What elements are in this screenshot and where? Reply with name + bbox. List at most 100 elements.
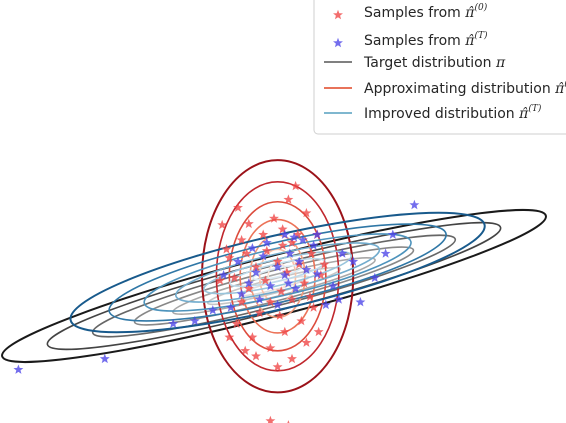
sample-point-piT bbox=[308, 240, 319, 250]
sample-point-pi0 bbox=[269, 213, 279, 223]
sample-point-piT bbox=[254, 294, 265, 304]
sample-points-layer bbox=[13, 180, 420, 423]
sample-point-piT bbox=[355, 297, 366, 307]
sample-point-pi0 bbox=[287, 237, 297, 248]
legend-label: Target distribution π bbox=[363, 55, 506, 71]
sample-point-piT bbox=[258, 251, 269, 261]
sample-point-pi0 bbox=[265, 342, 276, 353]
plot-area bbox=[1, 159, 547, 423]
sample-point-pi0 bbox=[299, 278, 310, 288]
sample-point-piT bbox=[348, 256, 359, 266]
sample-point-pi0 bbox=[282, 267, 292, 277]
sample-point-pi0 bbox=[243, 218, 254, 229]
legend-marker-star-icon bbox=[333, 9, 343, 20]
sample-point-pi0 bbox=[265, 297, 276, 307]
contour-level-5 bbox=[203, 250, 353, 295]
sample-point-pi0 bbox=[287, 353, 297, 364]
sample-point-piT bbox=[261, 237, 272, 248]
sample-point-pi0 bbox=[294, 259, 305, 269]
sample-point-pi0 bbox=[319, 259, 330, 269]
sample-point-pi0 bbox=[283, 194, 294, 204]
legend-item-2: Samples from π̂(T) bbox=[333, 30, 488, 49]
legend-item-5: Improved distribution π̂(T) bbox=[324, 103, 542, 122]
sample-point-pi0 bbox=[306, 248, 317, 258]
sample-point-piT bbox=[236, 288, 247, 299]
sample-point-piT bbox=[380, 248, 391, 258]
legend: Samples from π̂(0) Samples from π̂(T) Targ… bbox=[313, 0, 566, 135]
contour-level-2 bbox=[108, 223, 447, 322]
sample-point-piT bbox=[333, 294, 344, 304]
sample-point-piT bbox=[297, 234, 308, 245]
sample-point-piT bbox=[337, 248, 348, 258]
legend-label: Improved distribution π̂(T) bbox=[364, 103, 542, 122]
sample-point-piT bbox=[312, 229, 323, 239]
legend-label: Samples from π̂(T) bbox=[364, 30, 488, 49]
sample-point-pi0 bbox=[260, 275, 271, 285]
legend-item-1: Samples from π̂(0) bbox=[333, 2, 488, 21]
contour-level-3 bbox=[228, 200, 327, 352]
sample-point-pi0 bbox=[243, 283, 254, 293]
sample-point-pi0 bbox=[241, 248, 252, 258]
sample-point-pi0 bbox=[215, 275, 225, 285]
sample-point-pi0 bbox=[292, 229, 303, 239]
sample-point-pi0 bbox=[217, 219, 228, 230]
sample-point-piT bbox=[189, 315, 200, 326]
sample-point-piT bbox=[284, 248, 295, 258]
sample-point-piT bbox=[233, 256, 243, 266]
sample-point-piT bbox=[225, 302, 236, 312]
legend-label: Approximating distribution π̂(0) bbox=[364, 78, 566, 97]
sample-point-piT bbox=[289, 232, 300, 242]
sample-point-piT bbox=[290, 283, 301, 293]
sample-point-pi0 bbox=[233, 202, 243, 212]
sample-point-piT bbox=[207, 305, 218, 315]
contour-level-6 bbox=[206, 266, 342, 306]
sample-point-pi0 bbox=[265, 415, 276, 423]
sample-point-pi0 bbox=[279, 326, 290, 337]
sample-point-pi0 bbox=[224, 332, 235, 342]
sample-point-pi0 bbox=[247, 332, 258, 342]
sample-point-pi0 bbox=[236, 234, 247, 245]
sample-point-piT bbox=[320, 299, 331, 310]
sample-point-pi0 bbox=[296, 315, 307, 326]
legend-item-4: Approximating distribution π̂(0) bbox=[324, 78, 566, 97]
sample-point-pi0 bbox=[240, 345, 251, 356]
sample-point-pi0 bbox=[305, 291, 315, 302]
sample-point-pi0 bbox=[272, 256, 283, 266]
sample-point-pi0 bbox=[287, 420, 290, 423]
sample-point-pi0 bbox=[277, 224, 288, 234]
legend-label: Samples from π̂(0) bbox=[364, 2, 488, 21]
sample-point-pi0 bbox=[251, 351, 261, 361]
sample-point-piT bbox=[168, 318, 179, 329]
series-group-2 bbox=[13, 199, 420, 374]
sample-point-piT bbox=[247, 243, 258, 253]
sample-point-pi0 bbox=[254, 307, 265, 318]
sample-point-pi0 bbox=[308, 302, 319, 312]
sample-point-piT bbox=[272, 299, 283, 310]
sample-point-pi0 bbox=[290, 180, 301, 191]
legend-item-3: Target distribution π bbox=[324, 55, 506, 71]
sample-point-piT bbox=[369, 272, 380, 283]
sample-point-piT bbox=[13, 364, 24, 374]
contour-layer bbox=[1, 159, 547, 394]
sample-point-piT bbox=[265, 280, 276, 291]
sample-point-piT bbox=[328, 280, 338, 291]
sample-point-pi0 bbox=[251, 261, 261, 272]
sample-point-pi0 bbox=[229, 272, 240, 283]
sample-point-piT bbox=[279, 229, 290, 239]
sample-point-pi0 bbox=[231, 318, 242, 329]
sample-point-piT bbox=[312, 268, 323, 279]
sample-point-piT bbox=[243, 278, 254, 288]
contour-level-1 bbox=[69, 211, 486, 334]
legend-marker-star-icon bbox=[333, 37, 343, 48]
sample-point-piT bbox=[99, 353, 110, 364]
sample-point-pi0 bbox=[277, 240, 288, 250]
sample-point-pi0 bbox=[258, 229, 269, 239]
sample-point-pi0 bbox=[224, 252, 235, 263]
sample-point-piT bbox=[301, 264, 312, 275]
sample-point-piT bbox=[409, 199, 420, 210]
contour-level-3 bbox=[143, 233, 412, 312]
sample-point-pi0 bbox=[315, 270, 326, 280]
sample-point-piT bbox=[294, 256, 305, 266]
sample-point-pi0 bbox=[276, 286, 287, 296]
